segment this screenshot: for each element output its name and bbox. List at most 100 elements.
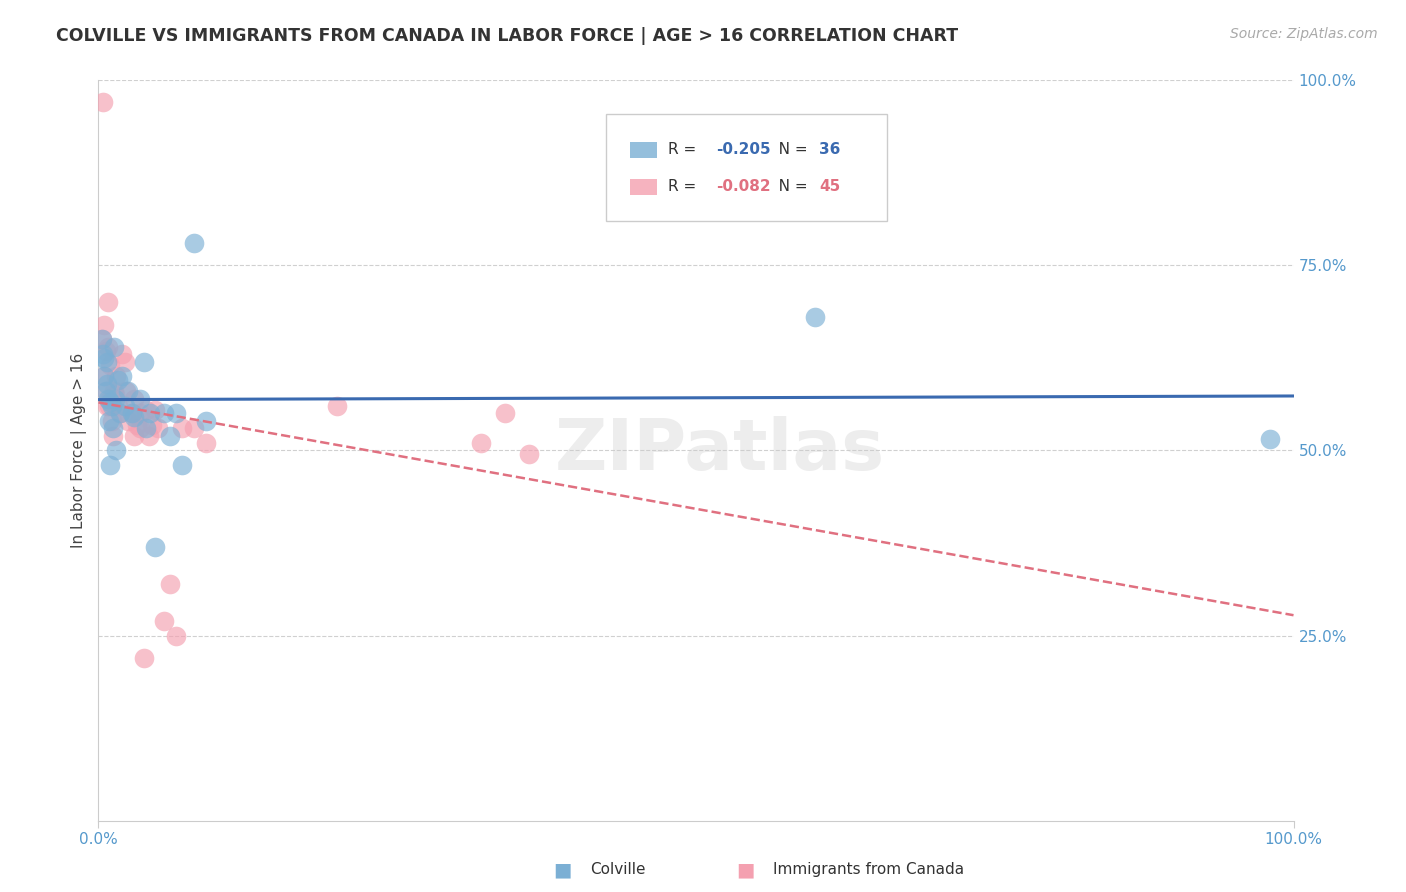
Point	[93, 318, 115, 332]
Point	[153, 614, 176, 628]
Point	[103, 340, 125, 354]
Point	[132, 354, 155, 368]
Point	[97, 392, 120, 406]
Point	[94, 343, 117, 358]
Point	[135, 402, 157, 417]
Point	[93, 369, 115, 384]
Point	[121, 407, 143, 421]
Text: 45: 45	[820, 179, 841, 194]
Point	[94, 384, 117, 399]
Text: N =: N =	[763, 179, 813, 194]
Point	[138, 428, 160, 442]
Point	[91, 332, 114, 346]
Point	[91, 332, 114, 346]
Point	[165, 628, 187, 642]
Text: ZIPatlas: ZIPatlas	[555, 416, 884, 485]
Point	[125, 417, 148, 432]
Point	[104, 388, 127, 402]
Point	[115, 384, 138, 399]
FancyBboxPatch shape	[630, 142, 657, 158]
Point	[195, 436, 218, 450]
Point	[98, 399, 121, 413]
Point	[98, 395, 122, 409]
Point	[141, 417, 163, 432]
Point	[114, 399, 136, 413]
Point	[96, 399, 118, 413]
Point	[97, 295, 120, 310]
Point	[117, 414, 139, 428]
Point	[111, 347, 134, 361]
Text: 36: 36	[820, 143, 841, 157]
Point	[129, 407, 152, 421]
Point	[101, 428, 124, 442]
Text: R =: R =	[668, 179, 702, 194]
Point	[159, 576, 181, 591]
Point	[195, 414, 218, 428]
Point	[494, 407, 516, 421]
Point	[96, 354, 118, 368]
Point	[124, 428, 146, 442]
Text: R =: R =	[668, 143, 702, 157]
Point	[93, 351, 115, 365]
Point	[517, 447, 540, 461]
Y-axis label: In Labor Force | Age > 16: In Labor Force | Age > 16	[72, 353, 87, 548]
Point	[143, 402, 166, 417]
Point	[93, 369, 115, 384]
Text: -0.082: -0.082	[716, 179, 770, 194]
Point	[105, 443, 128, 458]
Point	[103, 384, 125, 399]
Point	[1258, 433, 1281, 447]
Point	[105, 369, 128, 384]
Point	[114, 354, 136, 368]
Point	[108, 407, 131, 421]
Point	[108, 407, 131, 421]
Point	[97, 340, 120, 354]
Point	[101, 421, 124, 435]
Text: -0.205: -0.205	[716, 143, 770, 157]
Text: ■: ■	[553, 860, 572, 880]
Point	[98, 392, 122, 406]
Text: Colville: Colville	[591, 863, 645, 877]
Point	[172, 458, 194, 473]
Point	[153, 407, 176, 421]
FancyBboxPatch shape	[606, 113, 887, 221]
Text: ■: ■	[735, 860, 755, 880]
Point	[135, 421, 157, 435]
Point	[100, 414, 122, 428]
Point	[183, 236, 205, 251]
Point	[107, 373, 129, 387]
Point	[100, 399, 122, 413]
Point	[124, 392, 146, 406]
Point	[804, 310, 827, 325]
Point	[94, 384, 117, 399]
Point	[143, 540, 166, 554]
Point	[132, 650, 155, 665]
Point	[159, 428, 181, 442]
Point	[96, 376, 118, 391]
Point	[104, 392, 127, 406]
Text: Source: ZipAtlas.com: Source: ZipAtlas.com	[1230, 27, 1378, 41]
Text: N =: N =	[763, 143, 813, 157]
Point	[98, 414, 121, 428]
Point	[165, 407, 187, 421]
Point	[124, 410, 146, 425]
Point	[129, 392, 152, 406]
Point	[183, 421, 205, 435]
Point	[470, 436, 492, 450]
FancyBboxPatch shape	[630, 178, 657, 195]
Point	[172, 421, 194, 435]
Point	[91, 347, 114, 361]
Point	[111, 369, 134, 384]
Point	[91, 95, 114, 110]
Text: COLVILLE VS IMMIGRANTS FROM CANADA IN LABOR FORCE | AGE > 16 CORRELATION CHART: COLVILLE VS IMMIGRANTS FROM CANADA IN LA…	[56, 27, 959, 45]
Point	[107, 399, 129, 413]
Point	[148, 421, 170, 435]
Point	[129, 421, 152, 435]
Point	[98, 458, 122, 473]
Text: Immigrants from Canada: Immigrants from Canada	[773, 863, 965, 877]
Point	[326, 399, 349, 413]
Point	[139, 407, 162, 421]
Point	[98, 359, 122, 373]
Point	[117, 384, 139, 399]
Point	[121, 407, 143, 421]
